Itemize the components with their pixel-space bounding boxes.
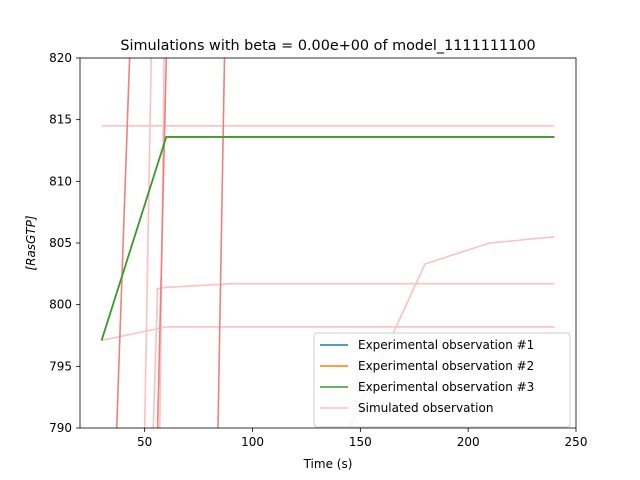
x-tick-label: 150	[349, 435, 372, 449]
series-line-2	[100, 136, 555, 341]
series-line-4	[101, 326, 555, 342]
series-line-10	[156, 58, 168, 428]
series-line-9	[115, 58, 131, 428]
series-line-1	[100, 136, 555, 341]
y-tick-label: 790	[49, 421, 72, 435]
y-axis: 790 795 800 805 810 815 820	[49, 51, 80, 435]
x-axis: 50 100 150 200 250	[137, 428, 587, 449]
y-tick-label: 810	[49, 174, 72, 188]
chart-title: Simulations with beta = 0.00e+00 of mode…	[120, 38, 535, 54]
y-tick-label: 800	[49, 298, 72, 312]
x-tick-label: 100	[241, 435, 264, 449]
x-axis-label: Time (s)	[303, 457, 353, 471]
series-line-5	[152, 282, 555, 428]
y-tick-label: 795	[49, 359, 72, 373]
legend-box	[313, 332, 571, 428]
legend-label: Experimental observation #1	[358, 338, 534, 352]
y-tick-label: 805	[49, 236, 72, 250]
series-line-11	[217, 58, 226, 428]
x-tick-label: 250	[565, 435, 588, 449]
y-tick-label: 820	[49, 51, 72, 65]
series-line-7	[143, 58, 152, 428]
legend: Experimental observation #1 Experimental …	[313, 332, 571, 428]
y-axis-label: [RasGTP]	[24, 215, 38, 270]
x-tick-label: 50	[137, 435, 152, 449]
legend-label: Simulated observation	[358, 401, 493, 415]
legend-label: Experimental observation #3	[358, 380, 534, 394]
plot-area	[100, 58, 555, 428]
y-tick-label: 815	[49, 113, 72, 127]
series-line-0	[100, 136, 555, 341]
x-tick-label: 200	[457, 435, 480, 449]
legend-label: Experimental observation #2	[358, 359, 534, 373]
